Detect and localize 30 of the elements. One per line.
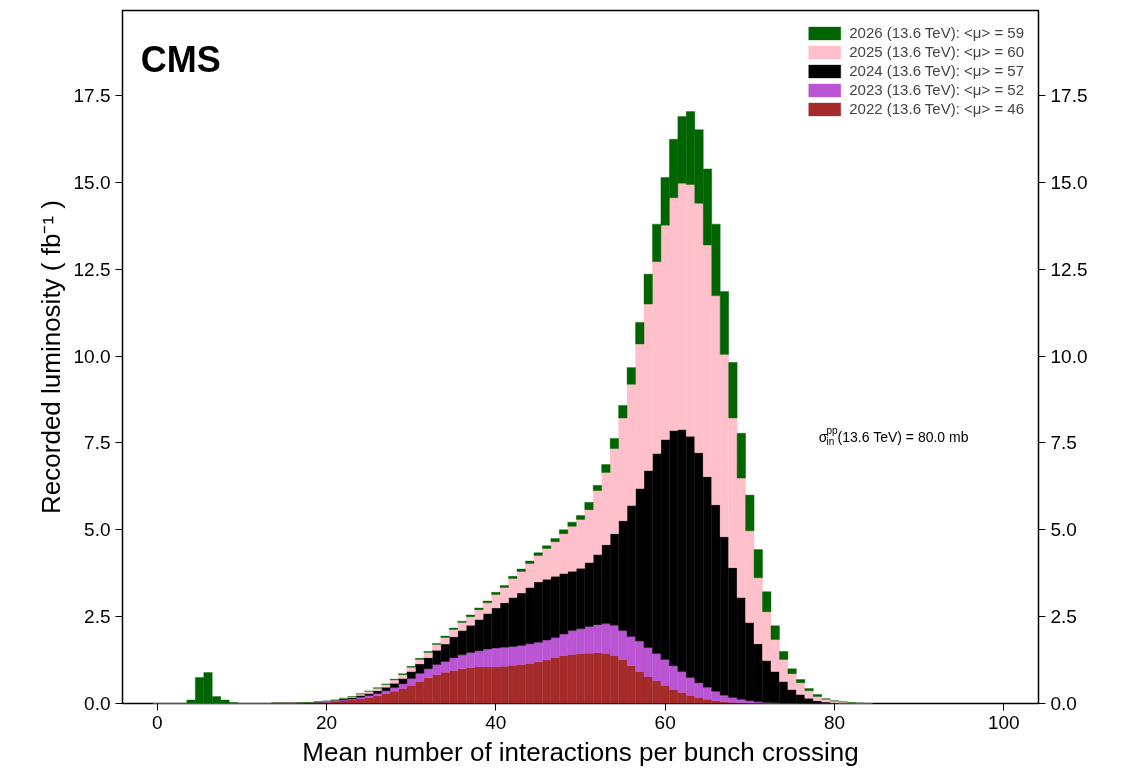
legend-label: 2023 (13.6 TeV): <μ> = 52: [849, 81, 1024, 98]
y2-tick-label: 0.0: [1050, 693, 1077, 714]
y-tick-label: 12.5: [73, 258, 111, 280]
x-axis-title: Mean number of interactions per bunch crossing: [302, 736, 859, 767]
y2-tick-label: 10.0: [1050, 345, 1088, 367]
x-tick-label: 0: [151, 711, 163, 733]
x-tick-label: 100: [987, 711, 1020, 733]
y2-tick-label: 5.0: [1050, 519, 1077, 541]
annotation: CMS: [140, 38, 221, 80]
y-axis-title: Recorded luminosity ( fb⁻¹ ): [35, 200, 66, 514]
legend-label: 2024 (13.6 TeV): <μ> = 57: [849, 62, 1024, 79]
x-tick-label: 40: [485, 711, 507, 733]
y-tick-label: 0.0: [84, 693, 111, 714]
legend-label: 2022 (13.6 TeV): <μ> = 46: [849, 100, 1024, 117]
y-tick-label: 5.0: [84, 519, 111, 541]
legend-label: 2025 (13.6 TeV): <μ> = 60: [849, 43, 1024, 60]
y-tick-label: 7.5: [84, 432, 111, 454]
y-tick-label: 17.5: [73, 85, 111, 107]
x-tick-label: 80: [823, 711, 846, 733]
legend-label: 2026 (13.6 TeV): <μ> = 59: [849, 24, 1024, 41]
y-tick-label: 15.0: [73, 171, 111, 193]
y-tick-label: 10.0: [73, 345, 111, 367]
y2-tick-label: 2.5: [1050, 606, 1077, 628]
x-tick-label: 20: [315, 711, 338, 733]
y2-tick-label: 7.5: [1050, 432, 1077, 454]
y2-tick-label: 15.0: [1050, 171, 1088, 193]
y-tick-label: 2.5: [84, 606, 111, 628]
y2-tick-label: 17.5: [1050, 85, 1088, 107]
y2-tick-label: 12.5: [1050, 258, 1088, 280]
x-tick-label: 60: [654, 711, 676, 733]
